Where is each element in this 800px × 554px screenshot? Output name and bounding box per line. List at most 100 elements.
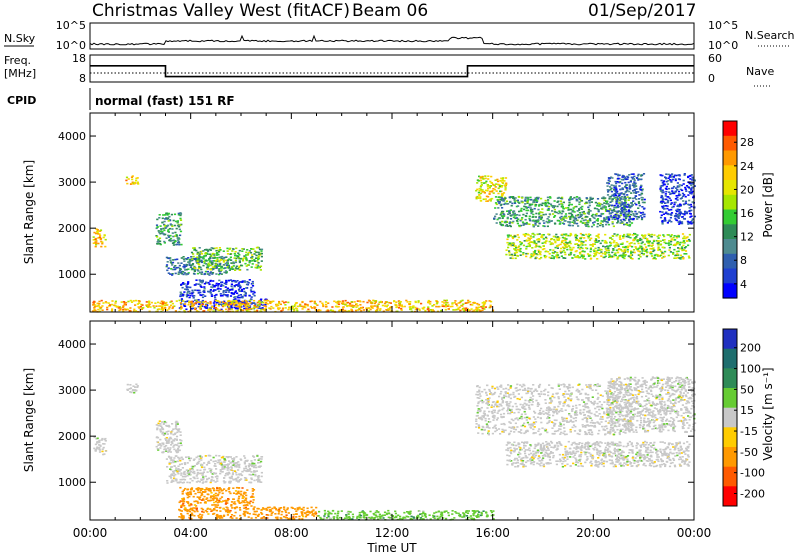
echo-cell xyxy=(211,263,214,266)
echo-cell xyxy=(256,475,260,478)
echo-cell xyxy=(111,300,114,302)
echo-cell xyxy=(225,308,228,311)
echo-cell xyxy=(683,242,686,244)
echo-cell xyxy=(241,250,244,252)
echo-cell xyxy=(547,199,550,201)
echo-cell xyxy=(577,216,580,219)
echo-cell xyxy=(215,266,218,269)
echo-cell xyxy=(632,190,635,192)
echo-cell xyxy=(314,308,317,311)
echo-cell xyxy=(207,309,210,311)
echo-cell xyxy=(221,466,224,469)
echo-cell xyxy=(164,437,167,440)
echo-cell xyxy=(649,247,652,250)
echo-cell xyxy=(156,226,159,228)
echo-cell xyxy=(206,497,209,499)
echo-cell xyxy=(293,305,296,308)
echo-cell xyxy=(248,299,252,302)
echo-cell xyxy=(249,481,253,484)
echo-cell xyxy=(628,218,631,221)
echo-cell xyxy=(199,280,202,283)
echo-cell xyxy=(508,242,512,245)
echo-cell xyxy=(204,252,207,254)
echo-cell xyxy=(158,237,162,240)
echo-cell xyxy=(295,302,298,304)
echo-cell xyxy=(155,445,158,448)
echo-cell xyxy=(446,301,449,304)
echo-cell xyxy=(202,498,205,500)
velocity-data-layer xyxy=(93,376,697,521)
echo-cell xyxy=(235,477,238,480)
echo-cell xyxy=(563,237,566,239)
echo-cell xyxy=(205,464,209,466)
echo-cell xyxy=(239,258,242,260)
echo-cell xyxy=(676,182,679,184)
echo-cell xyxy=(523,199,527,202)
echo-cell xyxy=(638,239,642,242)
echo-cell xyxy=(254,474,257,477)
echo-cell xyxy=(502,210,505,213)
echo-cell xyxy=(244,292,247,294)
echo-cell xyxy=(603,241,606,244)
echo-cell xyxy=(167,257,170,260)
echo-cell xyxy=(225,283,228,285)
echo-cell xyxy=(168,461,171,464)
echo-cell xyxy=(480,200,483,202)
echo-cell xyxy=(218,303,221,305)
echo-cell xyxy=(595,250,598,252)
echo-cell xyxy=(298,305,301,307)
echo-cell xyxy=(658,234,662,237)
echo-cell xyxy=(582,254,585,256)
echo-cell xyxy=(101,448,104,451)
echo-cell xyxy=(250,478,253,481)
echo-cell xyxy=(589,244,592,246)
echo-cell xyxy=(411,306,414,309)
echo-cell xyxy=(617,174,620,177)
echo-cell xyxy=(658,248,661,251)
echo-cell xyxy=(214,476,217,478)
echo-cell xyxy=(542,234,545,236)
echo-cell xyxy=(568,203,571,206)
echo-cell xyxy=(195,279,198,281)
echo-cell xyxy=(237,285,240,288)
echo-cell xyxy=(687,175,690,178)
echo-cell xyxy=(610,190,613,193)
echo-cell xyxy=(508,254,511,256)
echo-cell xyxy=(548,253,551,255)
echo-cell xyxy=(206,268,209,270)
echo-cell xyxy=(616,256,619,258)
echo-cell xyxy=(220,496,224,498)
echo-cell xyxy=(197,489,200,491)
echo-cell xyxy=(522,224,525,226)
echo-cell xyxy=(232,299,235,302)
echo-cell xyxy=(621,254,624,256)
echo-cell xyxy=(575,234,579,237)
echo-cell xyxy=(532,213,535,216)
echo-cell xyxy=(198,258,201,260)
echo-cell xyxy=(566,242,569,244)
echo-cell xyxy=(235,480,238,482)
echo-cell xyxy=(228,472,231,475)
echo-cell xyxy=(257,459,260,461)
echo-cell xyxy=(253,462,256,465)
echo-cell xyxy=(498,185,502,187)
echo-cell xyxy=(656,240,659,242)
echo-cell xyxy=(689,192,692,194)
echo-cell xyxy=(126,308,129,311)
echo-cell xyxy=(607,203,610,205)
echo-cell xyxy=(562,201,565,204)
echo-cell xyxy=(167,441,170,443)
echo-cell xyxy=(234,291,237,294)
echo-cell xyxy=(501,220,504,223)
echo-cell xyxy=(617,248,620,251)
echo-cell xyxy=(161,305,164,308)
echo-cell xyxy=(185,257,188,260)
echo-cell xyxy=(256,455,259,457)
echo-cell xyxy=(662,213,665,215)
echo-cell xyxy=(193,295,196,297)
echo-cell xyxy=(464,302,467,304)
echo-cell xyxy=(393,300,396,302)
echo-cell xyxy=(492,188,495,190)
echo-cell xyxy=(619,219,623,221)
echo-cell xyxy=(519,254,522,256)
